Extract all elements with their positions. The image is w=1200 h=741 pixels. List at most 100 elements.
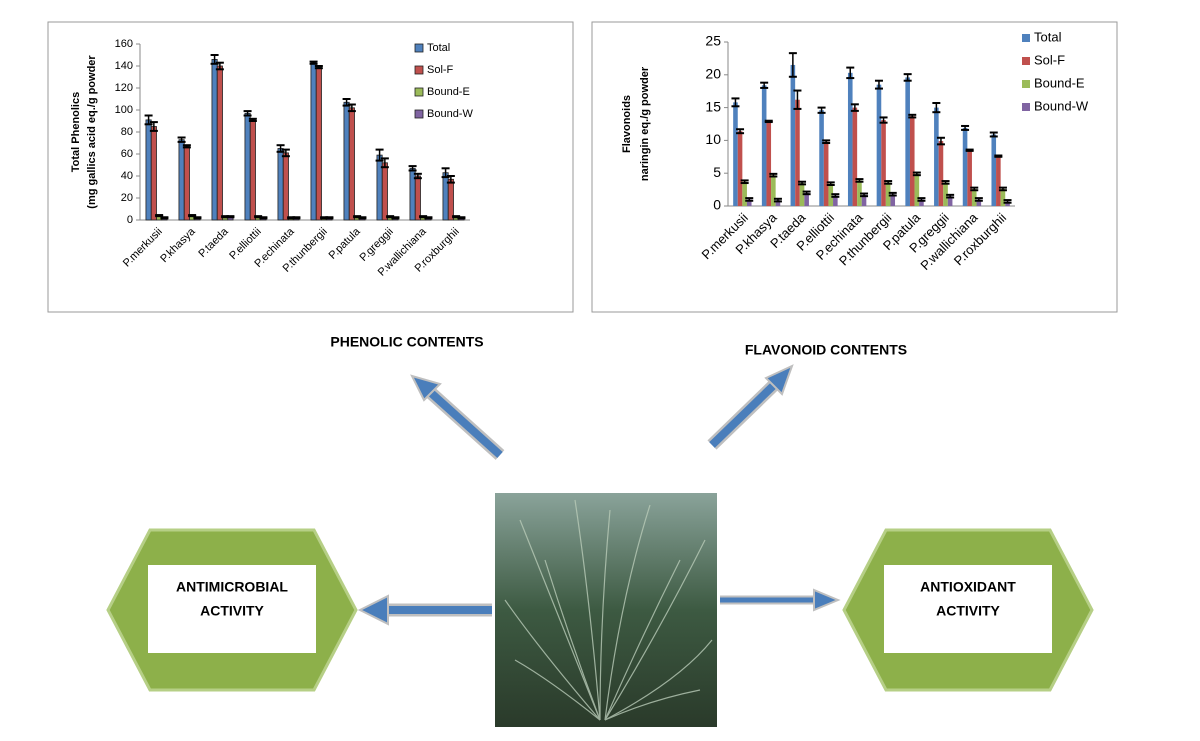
pine-photo — [495, 493, 717, 727]
error-bar — [342, 98, 351, 107]
bar — [761, 85, 767, 206]
error-bar — [457, 216, 466, 220]
y-axis-label: Total Phenolics — [70, 92, 82, 172]
error-bar — [259, 216, 268, 220]
error-bar — [970, 186, 979, 192]
error-bar — [160, 216, 169, 220]
legend-swatch — [414, 87, 424, 97]
bar — [183, 145, 190, 221]
error-bar — [193, 216, 202, 220]
bar — [447, 178, 454, 221]
bar — [943, 182, 948, 206]
bar — [737, 131, 743, 206]
y-tick-label: 20 — [705, 66, 721, 82]
bar — [790, 64, 796, 207]
legend-label: Bound-E — [427, 86, 470, 98]
legend-swatch — [414, 109, 424, 119]
legend-label: Sol-F — [427, 64, 454, 76]
y-tick-label: 120 — [115, 82, 133, 94]
bar — [211, 59, 218, 221]
y-axis-label: (mg gallics acid eq./g powder — [86, 55, 98, 209]
arrow-head — [813, 588, 841, 612]
bar — [934, 107, 939, 206]
error-bar — [773, 197, 782, 203]
legend-swatch — [1022, 80, 1030, 88]
bar — [145, 119, 152, 221]
error-bar — [961, 124, 970, 131]
error-bar — [874, 79, 883, 90]
y-tick-label: 100 — [115, 104, 133, 116]
error-bar — [731, 97, 740, 108]
error-bar — [903, 73, 912, 82]
bar — [991, 134, 997, 206]
bar — [857, 180, 862, 206]
photo-background — [495, 493, 717, 727]
arrow — [709, 382, 777, 448]
error-bar — [325, 216, 334, 220]
error-bar — [860, 192, 869, 198]
bar — [828, 183, 834, 206]
error-bar — [736, 128, 745, 135]
y-axis-label: naringin eq./g powder — [639, 66, 651, 181]
error-bar — [380, 157, 389, 169]
bar — [976, 199, 982, 206]
hexagon-label: ANTIMICROBIAL — [176, 579, 288, 595]
error-bar — [347, 103, 356, 113]
bar — [914, 173, 920, 206]
bar — [414, 175, 421, 221]
y-tick-label: 60 — [121, 148, 133, 160]
y-tick-label: 15 — [705, 98, 721, 114]
hexagon: ANTIOXIDANT ACTIVITY — [842, 528, 1094, 692]
y-tick-label: 25 — [705, 33, 721, 49]
bar — [343, 101, 350, 221]
error-bar — [226, 215, 235, 219]
error-bar — [855, 178, 864, 183]
error-bar — [149, 121, 158, 132]
error-bar — [446, 175, 455, 184]
bar — [244, 112, 251, 221]
error-bar — [375, 148, 384, 162]
chart-caption: FLAVONOID CONTENTS — [745, 342, 907, 358]
hexagon-label: ACTIVITY — [936, 603, 1000, 619]
error-bar — [884, 180, 893, 185]
legend-label: Total — [1034, 29, 1062, 44]
bar — [766, 121, 772, 206]
error-bar — [793, 89, 802, 110]
y-tick-label: 80 — [121, 126, 133, 138]
error-bar — [215, 61, 224, 71]
bar — [442, 172, 449, 221]
error-bar — [358, 216, 367, 220]
y-tick-label: 0 — [713, 197, 721, 213]
legend-swatch — [1022, 103, 1030, 111]
error-bar — [998, 186, 1007, 192]
bar — [819, 110, 824, 206]
legend-label: Bound-E — [1034, 75, 1085, 90]
legend-label: Bound-W — [1034, 98, 1089, 113]
chart: 0 20 40 60 80 100 120 140 160 Total Phenolics (mg … — [47, 21, 574, 350]
bar — [775, 200, 781, 206]
hexagon-box — [884, 565, 1052, 653]
error-bar — [764, 119, 773, 124]
error-bar — [936, 136, 945, 146]
bar — [947, 196, 953, 206]
bar — [876, 84, 882, 206]
bar — [971, 188, 977, 206]
error-bar — [243, 110, 252, 117]
y-tick-label: 0 — [127, 214, 133, 226]
bar — [938, 141, 944, 206]
y-axis-label: Flavonoids — [621, 95, 633, 153]
error-bar — [314, 65, 323, 70]
bar — [733, 102, 738, 206]
error-bar — [888, 191, 897, 197]
hexagon-label: ACTIVITY — [200, 603, 264, 619]
error-bar — [1003, 199, 1012, 204]
error-bar — [826, 181, 835, 187]
error-bar — [817, 106, 826, 114]
chart: 0 5 10 15 20 25 Flavonoids naringin eq./g powde… — [591, 21, 1118, 358]
bar — [376, 154, 383, 221]
error-bar — [974, 197, 983, 202]
bar — [150, 126, 157, 221]
bar — [905, 77, 910, 206]
y-tick-label: 10 — [705, 131, 721, 147]
